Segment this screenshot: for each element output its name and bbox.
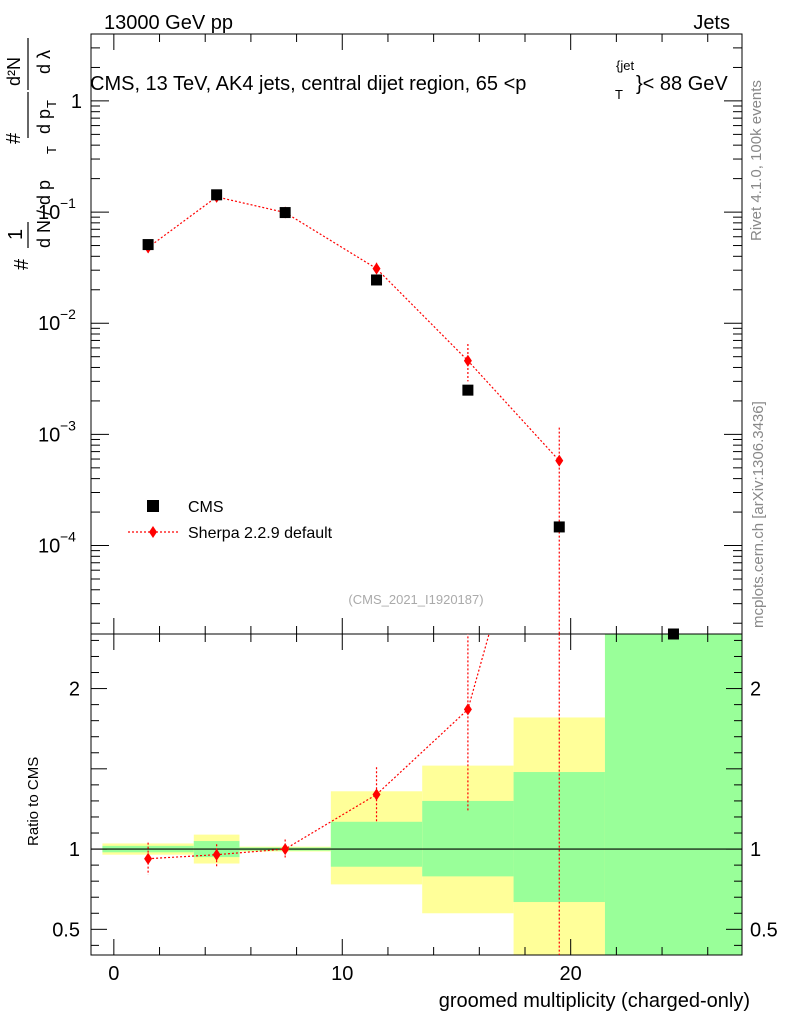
uncertainty-bands [102,634,742,955]
cms-point-5 [553,521,565,533]
x-tick-label-20: 20 [560,963,582,985]
analysis-id: (CMS_2021_I1920187) [348,592,483,607]
green-band-6 [604,634,742,955]
x-tick-label-10: 10 [331,963,353,985]
upper-y-tick-exp-3: −3 [60,417,76,433]
sherpa-line [147,196,560,462]
ylabel-hash-2: # [3,132,25,144]
legend-sherpa-marker [149,526,157,538]
ratio-y-tick-label-left-0: 0.5 [52,919,80,941]
ratio-y-tick-label-right-0: 0.5 [750,919,778,941]
upper-y-tick-exp-1: −1 [60,195,76,211]
upper-y-tick-label-1: 10 [38,202,60,224]
ratio-y-axis-label: Ratio to CMS [25,757,42,846]
cms-point-4 [462,384,474,396]
sherpa-ratio-point-2 [281,843,290,856]
title-sup: {jet [616,58,634,73]
sherpa-point-4 [463,354,472,367]
ratio-y-tick-label-right-2: 2 [750,679,761,701]
sherpa-ratio-point-3 [372,788,381,801]
ylabel-one: 1 [5,229,27,240]
sherpa-point-5 [555,454,564,467]
cms-point-3 [371,274,383,286]
upper-y-tick-exp-4: −4 [60,529,76,545]
chart-title: CMS, 13 TeV, AK4 jets, central dijet reg… [90,58,728,102]
mcplots-label: mcplots.cern.ch [arXiv:1306.3436] [750,401,767,628]
upper-y-tick-label-3: 10 [38,424,60,446]
title-close: }< 88 GeV [636,73,728,95]
legend: CMS Sherpa 2.2.9 default [128,499,333,542]
ylabel-hash-1: # [11,258,33,270]
ylabel-dl: d λ [34,50,54,74]
ratio-y-tick-label-left-1: 1 [69,839,80,861]
cms-point-0 [142,239,154,251]
x-axis-label: groomed multiplicity (charged-only) [439,990,750,1012]
cms-point-1 [211,189,223,201]
upper-y-tick-exp-2: −2 [60,306,76,322]
ratio-frame [90,633,743,956]
ylabel-dN-dp: d N / d p [34,180,54,248]
ylabel-T-2: T [44,100,59,108]
sherpa-point-3 [372,262,381,275]
axis-ticks [91,33,742,955]
sherpa-ratio-point-0 [144,852,153,865]
sherpa-ratio-point-5 [555,378,563,390]
green-band-3 [330,821,423,867]
rivet-label: Rivet 4.1.0, 100k events [748,80,765,241]
ratio-series-layer [144,378,563,955]
green-band-4 [422,800,514,877]
upper-frame [90,33,743,635]
header-left: 13000 GeV pp [104,12,233,34]
upper-y-tick-label-0: 1 [71,91,82,113]
sherpa-ratio-line [148,634,490,860]
header-right: Jets [693,12,730,34]
ratio-y-tick-label-right-1: 1 [750,839,761,861]
upper-y-tick-label-4: 10 [38,536,60,558]
upper-y-tick-label-2: 10 [38,313,60,335]
title-sub: T [615,87,623,102]
sherpa-ratio-point-1 [212,848,221,861]
title-main: CMS, 13 TeV, AK4 jets, central dijet reg… [90,73,526,95]
ratio-y-tick-label-left-2: 2 [69,679,80,701]
ylabel-T-1: T [44,146,59,154]
cms-point-2 [279,207,291,219]
sherpa-ratio-point-4 [463,703,472,716]
upper-y-axis-label: # 1 d N / d p T # d p T d²N d λ [3,38,59,270]
legend-cms-label: CMS [188,499,224,516]
legend-cms-marker [147,500,159,512]
ylabel-dpT: d p [34,109,54,134]
ylabel-d2N: d²N [4,57,24,86]
legend-sherpa-label: Sherpa 2.2.9 default [188,525,333,542]
x-tick-label-0: 0 [108,963,119,985]
ratio-clip-group [144,378,563,955]
cms-point-6 [667,628,679,640]
upper-series-layer [142,189,679,640]
